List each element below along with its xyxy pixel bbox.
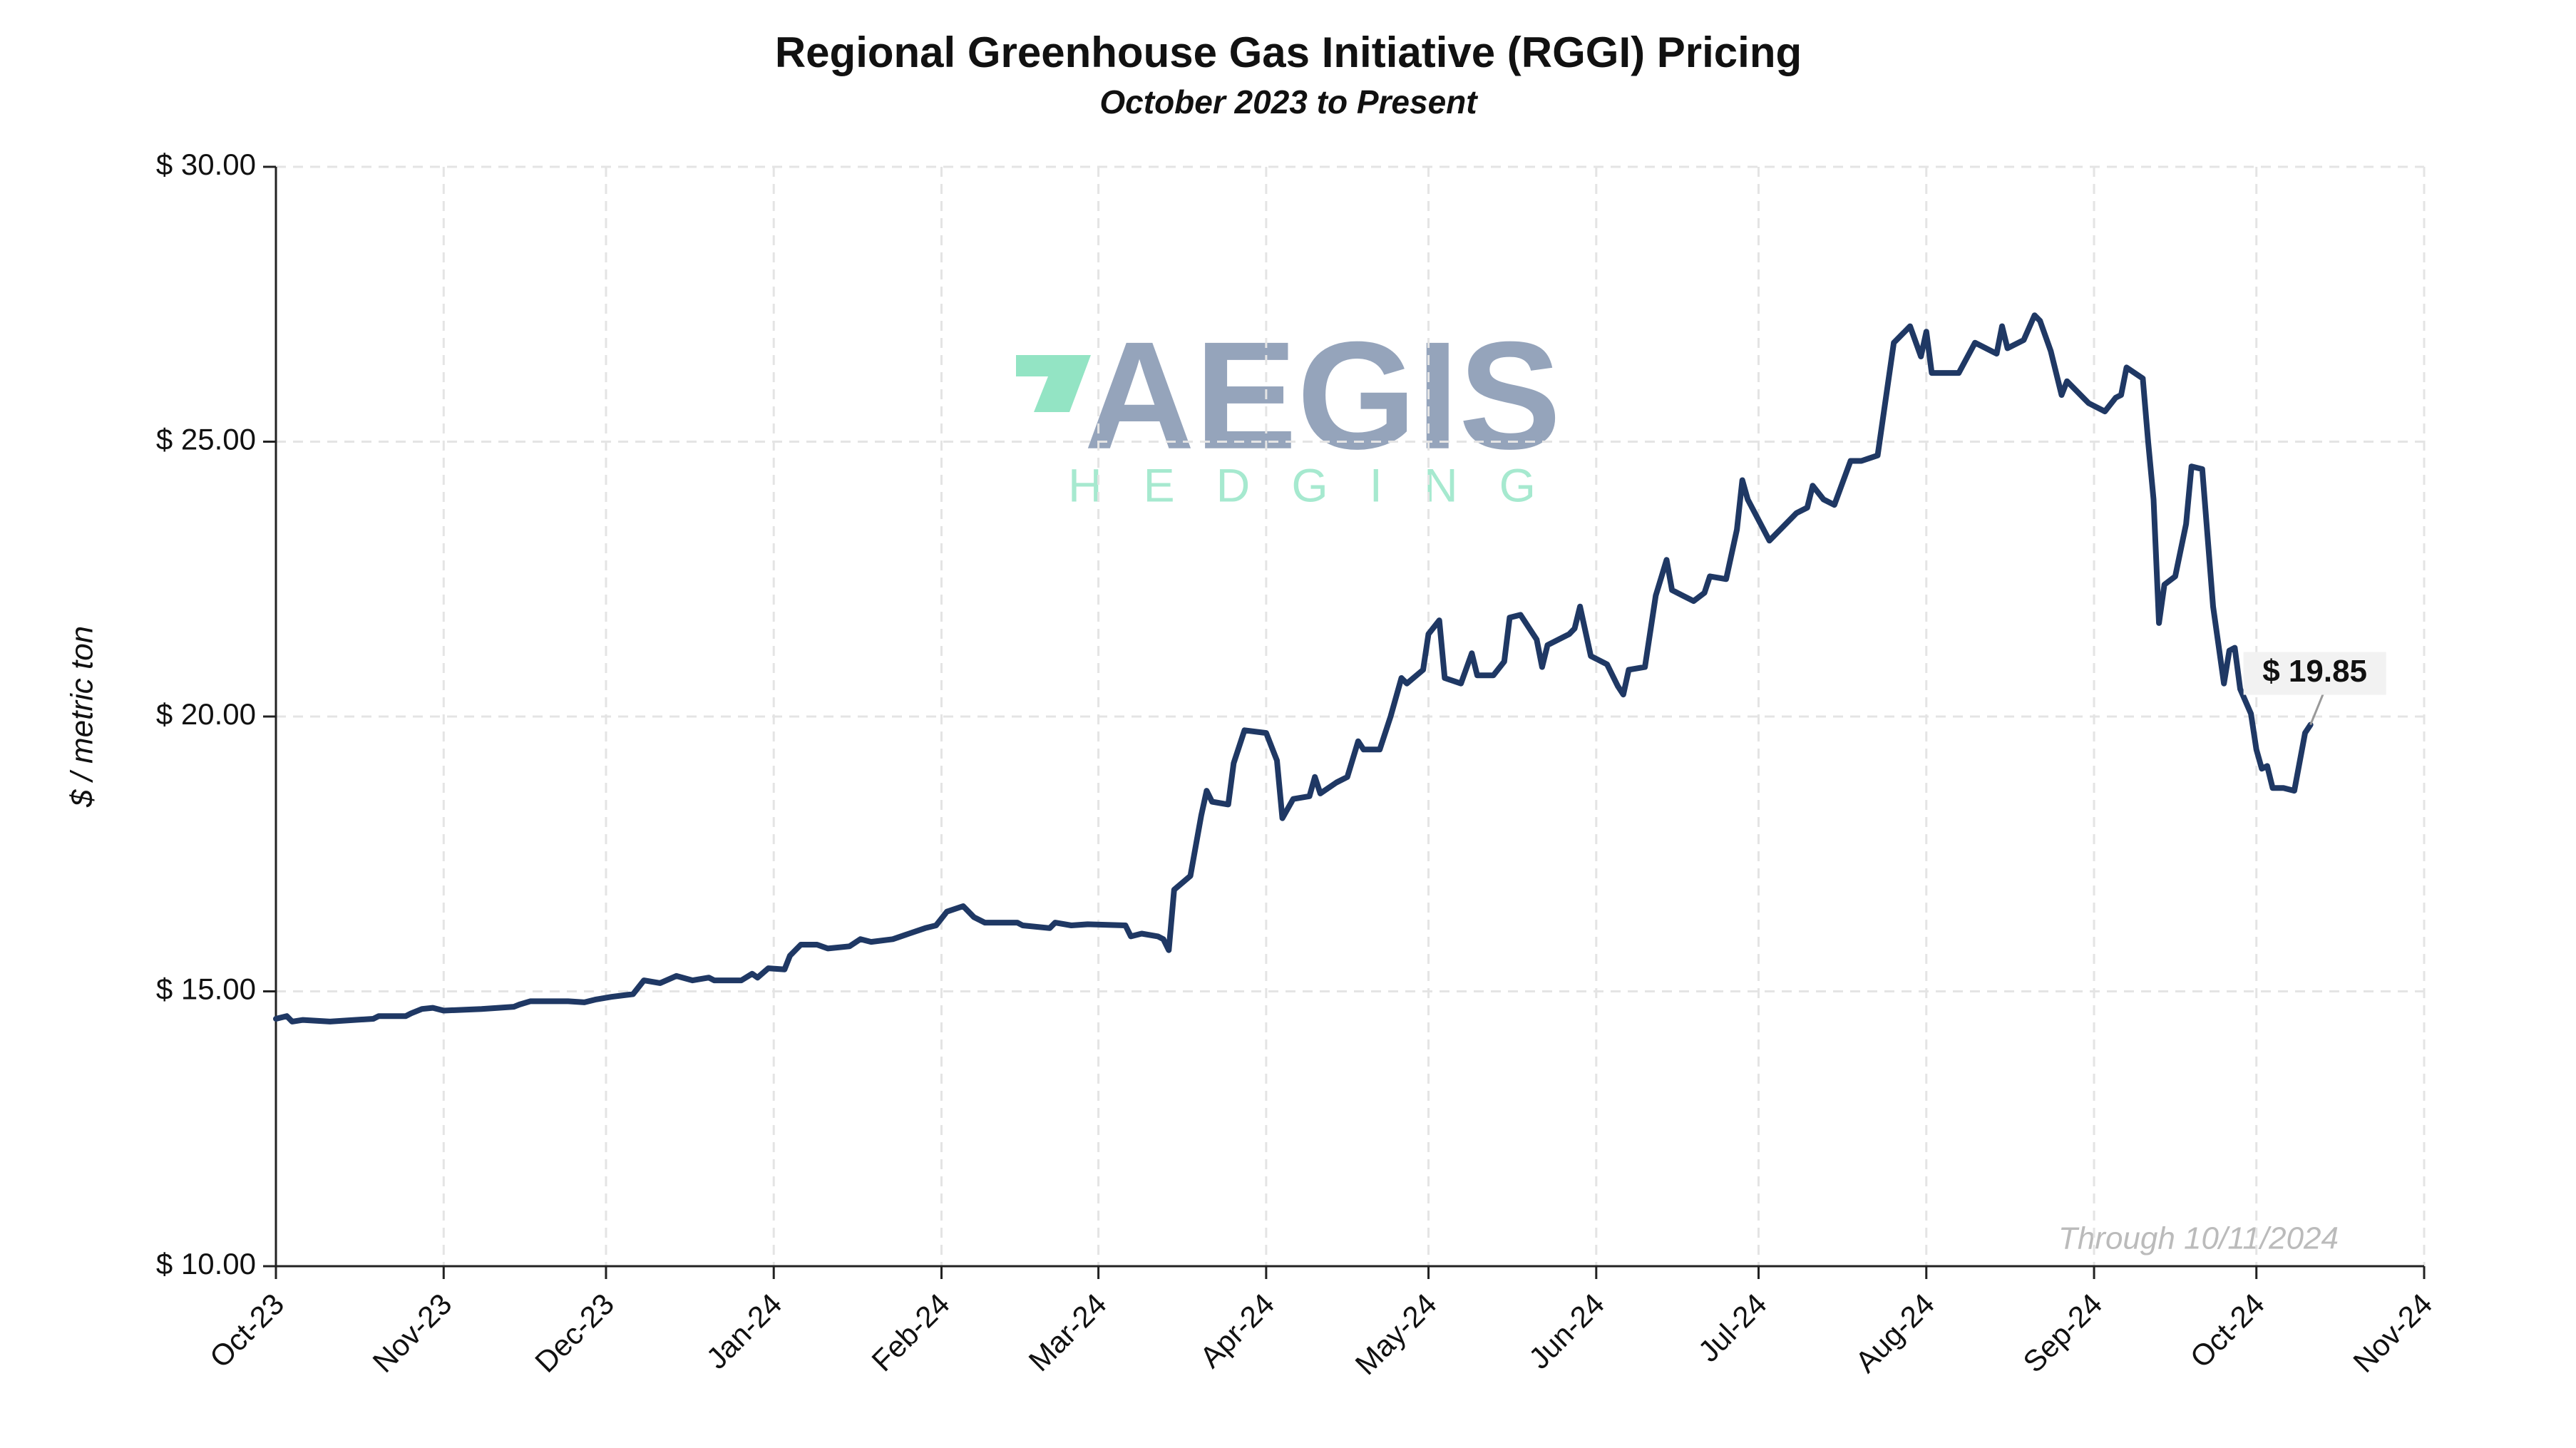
x-tick-label: May-24 bbox=[1348, 1287, 1442, 1381]
chart-title: Regional Greenhouse Gas Initiative (RGGI… bbox=[775, 29, 1802, 76]
x-tick-label: Nov-23 bbox=[366, 1287, 458, 1379]
logo-mark bbox=[1016, 355, 1091, 412]
annotation: $ 19.85 bbox=[2262, 654, 2367, 689]
watermark: AEGIS HEDGING bbox=[1016, 309, 1577, 511]
annotation-box bbox=[2243, 652, 2386, 695]
x-tick-label: Feb-24 bbox=[865, 1287, 955, 1377]
x-tick-label: Sep-24 bbox=[2016, 1287, 2108, 1379]
x-tick-label: Jan-24 bbox=[699, 1287, 788, 1375]
note: Through 10/11/2024 bbox=[2058, 1221, 2339, 1256]
annotation-leader bbox=[2309, 692, 2325, 726]
x-tick-label: Jul-24 bbox=[1692, 1287, 1773, 1368]
x-tick-label: Mar-24 bbox=[1022, 1287, 1112, 1377]
y-tick-label: $ 25.00 bbox=[156, 423, 256, 456]
x-tick-label: Dec-23 bbox=[528, 1287, 620, 1379]
x-tick-label: Jun-24 bbox=[1522, 1287, 1611, 1375]
x-tick-label: Nov-24 bbox=[2346, 1287, 2438, 1379]
y-tick-label: $ 30.00 bbox=[156, 148, 256, 181]
watermark-tagline: HEDGING bbox=[1068, 458, 1577, 511]
x-tick-label: Oct-23 bbox=[203, 1287, 290, 1374]
y-axis-label: $ / metric ton bbox=[65, 626, 100, 808]
x-tick-label: Aug-24 bbox=[1849, 1287, 1941, 1379]
watermark-name: AEGIS bbox=[1084, 309, 1561, 481]
y-tick-label: $ 20.00 bbox=[156, 697, 256, 731]
price-line bbox=[273, 312, 2314, 1025]
x-tick-label: Oct-24 bbox=[2184, 1287, 2271, 1374]
y-tick-label: $ 15.00 bbox=[156, 972, 256, 1006]
chart-subtitle: October 2023 to Present bbox=[1099, 83, 1478, 120]
y-tick-label: $ 10.00 bbox=[156, 1247, 256, 1280]
x-tick-label: Apr-24 bbox=[1194, 1287, 1281, 1374]
